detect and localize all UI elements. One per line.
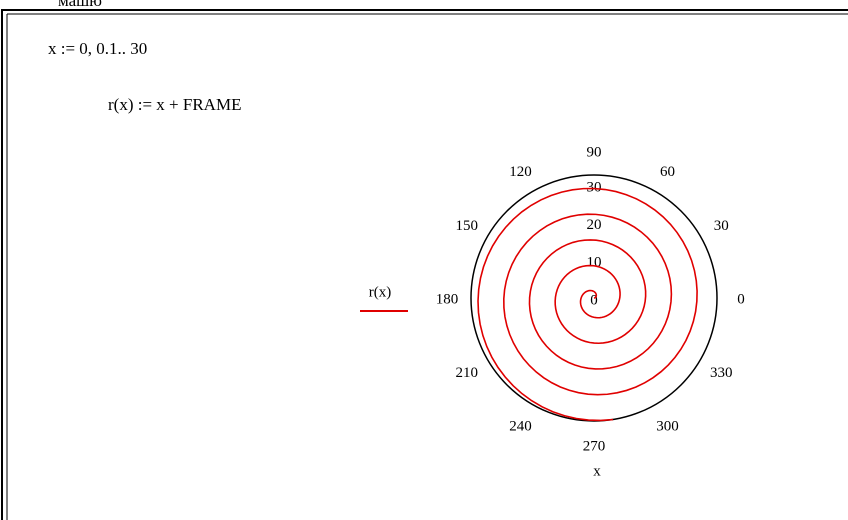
angle-tick-label: 150 (455, 218, 478, 234)
angle-tick-label: 210 (455, 365, 478, 381)
x-axis-label: x (593, 463, 601, 479)
angle-tick-label: 30 (714, 218, 729, 234)
angle-tick-label: 180 (436, 291, 459, 307)
spiral-trace (477, 187, 698, 422)
legend-label: r(x) (369, 284, 392, 300)
angle-tick-label: 270 (583, 438, 606, 454)
range-definition: x := 0, 0.1.. 30 (48, 39, 147, 58)
angle-tick-label: 120 (509, 164, 532, 180)
angle-tick-label: 60 (660, 164, 675, 180)
radial-tick-label: 0 (590, 292, 598, 308)
angle-tick-label: 240 (509, 419, 532, 435)
angle-tick-label: 300 (656, 419, 679, 435)
angle-tick-label: 90 (587, 144, 602, 160)
header-fragment: машю (58, 0, 102, 10)
radial-tick-label: 10 (587, 255, 602, 271)
radial-tick-label: 30 (587, 179, 602, 195)
radial-tick-label: 20 (587, 217, 602, 233)
frame (1, 9, 848, 520)
function-definition: r(x) := x + FRAME (108, 95, 241, 114)
angle-tick-label: 330 (710, 365, 733, 381)
angle-tick-label: 0 (737, 291, 745, 307)
